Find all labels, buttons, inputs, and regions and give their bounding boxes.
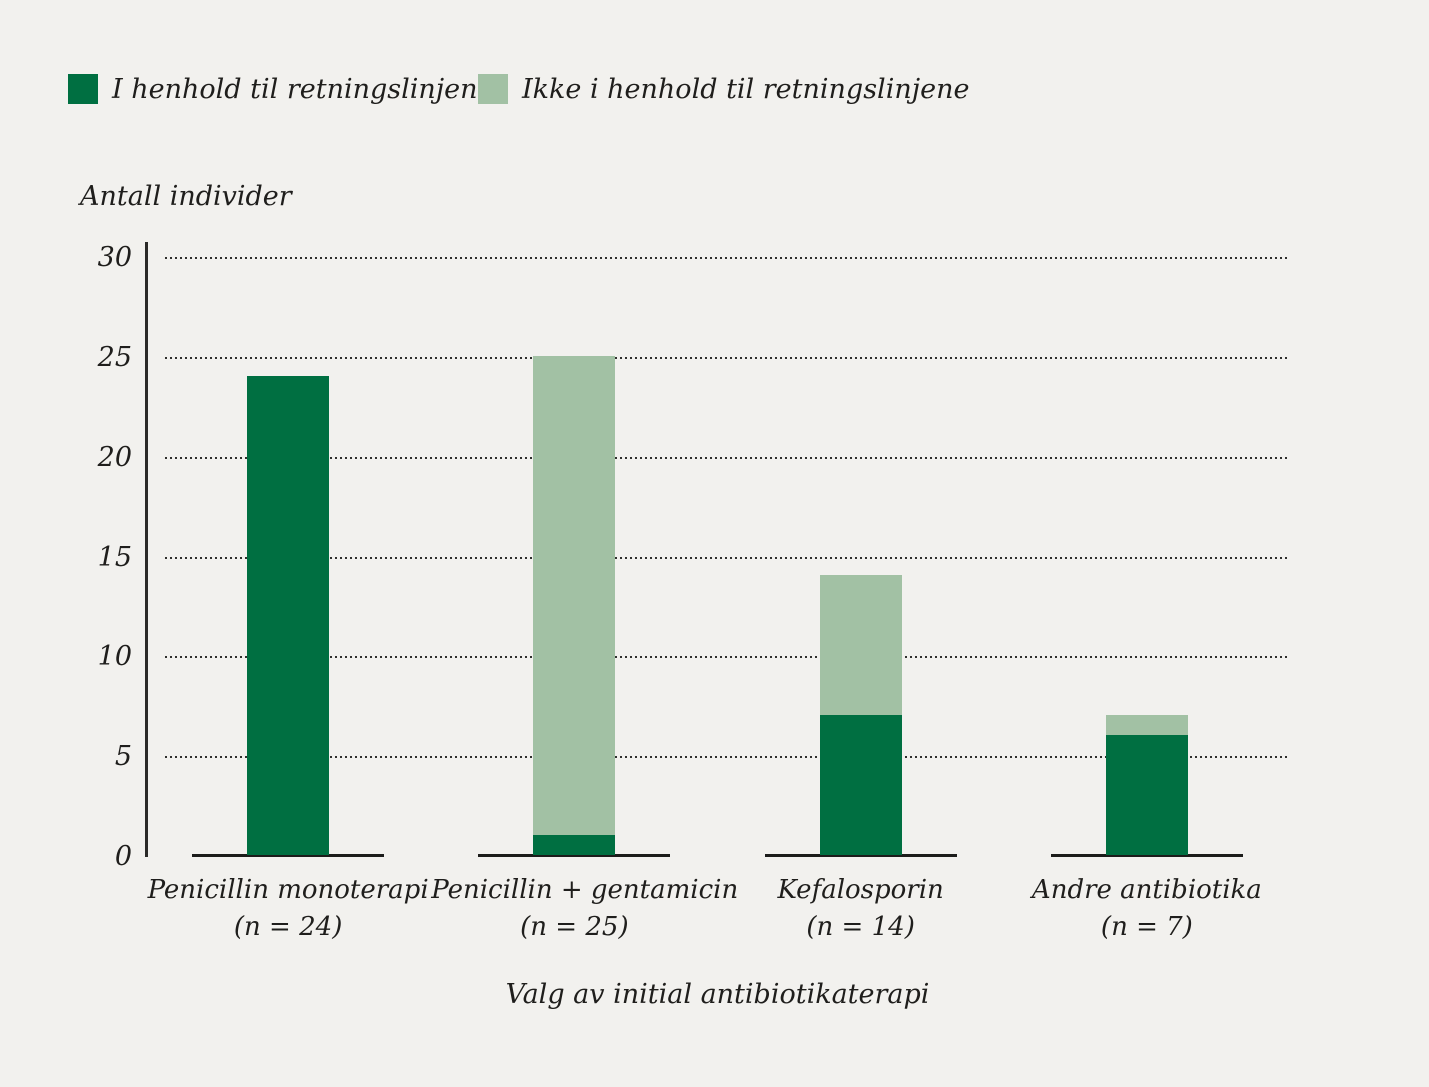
- y-tick-label-0: 0: [114, 841, 132, 872]
- legend-item-not-adherent: Ikke i henhold til retningslinjene: [478, 72, 969, 106]
- bar-4-segment-adherent: [1105, 735, 1188, 855]
- bar-3-segment-adherent: [819, 715, 902, 855]
- y-tick-label-30: 30: [97, 242, 132, 273]
- plot-area: [145, 242, 1290, 857]
- bar-4-segment-not-adherent: [1105, 715, 1188, 736]
- x-baseline-2: [478, 854, 671, 857]
- x-category-label-4: Andre antibiotika (n = 7): [1004, 872, 1290, 946]
- gridline-15: [165, 556, 1290, 559]
- category-name: Penicillin + gentamicin: [431, 875, 739, 905]
- y-axis-title: Antall individer: [80, 181, 292, 212]
- y-tick-label-15: 15: [97, 541, 132, 573]
- category-n-count: (n = 25): [520, 912, 629, 942]
- gridline-20: [165, 456, 1290, 459]
- y-tick-label-25: 25: [97, 341, 132, 373]
- category-n-count: (n = 14): [806, 912, 915, 942]
- category-name: Penicillin monoterapi: [147, 875, 429, 905]
- bar-2-segment-not-adherent: [533, 355, 616, 836]
- gridline-10: [165, 656, 1290, 659]
- category-n-count: (n = 7): [1100, 912, 1193, 942]
- y-tick-label-5: 5: [114, 741, 132, 773]
- x-category-label-1: Penicillin monoterapi (n = 24): [145, 872, 431, 946]
- y-tick-label-20: 20: [97, 441, 132, 473]
- category-n-count: (n = 24): [233, 912, 343, 942]
- category-name: Andre antibiotika: [1031, 875, 1262, 905]
- gridline-25: [165, 356, 1290, 359]
- legend-swatch-dark-green: [68, 74, 98, 104]
- bar-2-segment-adherent: [533, 835, 616, 855]
- legend-swatch-light-green: [478, 74, 508, 104]
- y-axis-line: [145, 242, 148, 857]
- legend-label-not-adherent: Ikke i henhold til retningslinjene: [522, 73, 970, 105]
- x-baseline-3: [764, 854, 957, 857]
- legend-label-adherent: I henhold til retningslinjene: [112, 73, 494, 105]
- legend-item-adherent: I henhold til retningslinjene: [68, 72, 494, 106]
- category-name: Kefalosporin: [777, 875, 944, 905]
- y-tick-label-10: 10: [97, 641, 132, 673]
- x-category-label-2: Penicillin + gentamicin (n = 25): [431, 872, 739, 946]
- bar-3-segment-not-adherent: [819, 575, 902, 716]
- bar-1-segment-adherent: [247, 375, 330, 855]
- x-baseline-4: [1050, 854, 1243, 857]
- x-baseline-1: [192, 854, 385, 857]
- gridline-5: [165, 756, 1290, 759]
- x-category-label-3: Kefalosporin (n = 14): [718, 872, 1004, 946]
- gridline-30: [165, 257, 1290, 259]
- x-axis-title: Valg av initial antibiotikaterapi: [505, 979, 930, 1010]
